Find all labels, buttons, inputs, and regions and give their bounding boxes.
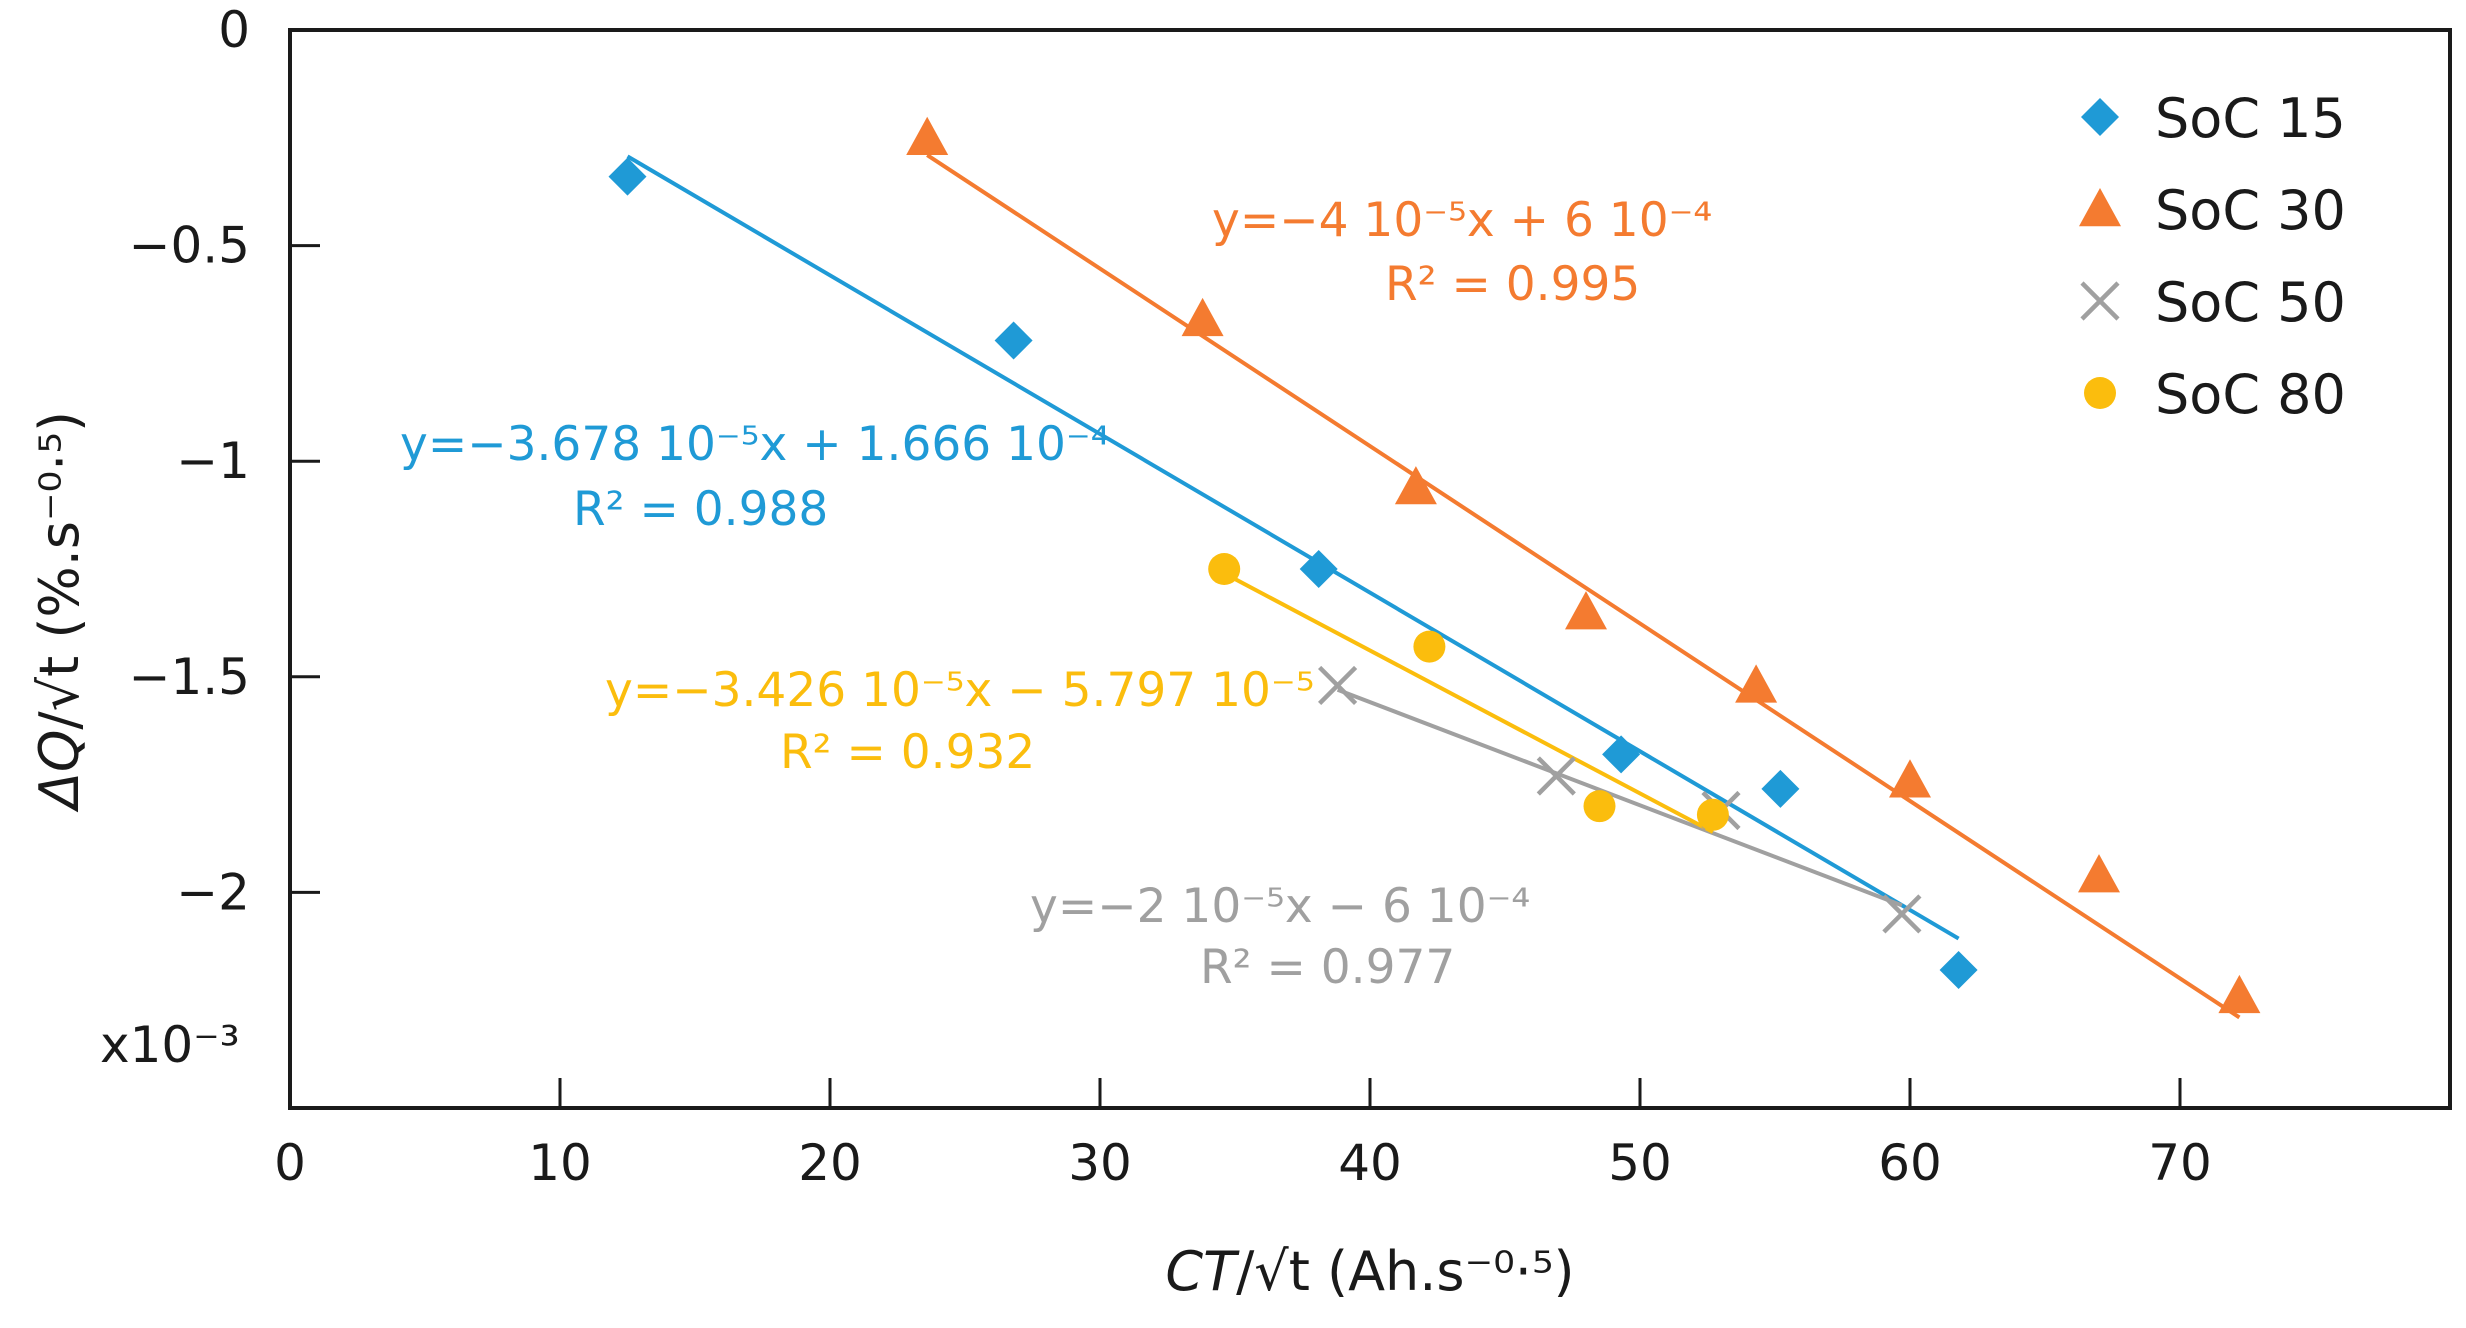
x-tick-label: 60 [1878, 1134, 1942, 1192]
r2-soc-80-text: R² = 0.932 [780, 725, 1035, 780]
x-tick-label: 30 [1068, 1134, 1132, 1192]
r2-soc-15-text: R² = 0.988 [573, 482, 828, 537]
fit-lines [626, 153, 2241, 1020]
fit-line-soc-30 [926, 153, 2241, 1020]
point-soc-80 [1583, 790, 1616, 823]
x-axis-title-rest: /√t (Ah.s⁻⁰·⁵) [1236, 1240, 1575, 1303]
equation-soc-30: y=−4 10⁻⁵x + 6 10⁻⁴ R² = 0.995 [1212, 193, 1712, 312]
y-axis-ticks: 0 −0.5 −1 −1.5 −2 [129, 1, 320, 921]
y-multiplier-label: x10⁻³ [100, 1016, 240, 1074]
r2-soc-30-text: R² = 0.995 [1385, 257, 1640, 312]
point-soc-30 [2218, 974, 2261, 1014]
x-tick-label: 20 [798, 1134, 862, 1192]
equation-soc-15: y=−3.678 10⁻⁵x + 1.666 10⁻⁴ R² = 0.988 [400, 417, 1110, 537]
point-soc-30 [2078, 854, 2120, 893]
point-soc-80 [1413, 630, 1446, 663]
x-axis-title-italic: CT [1165, 1240, 1240, 1303]
point-soc-15 [608, 157, 647, 196]
x-tick-label: 70 [2148, 1134, 2212, 1192]
data-points [608, 116, 2261, 1014]
y-tick-label: 0 [218, 1, 250, 59]
x-tick-label: 10 [528, 1134, 592, 1192]
point-soc-80 [1208, 553, 1241, 585]
point-soc-15 [994, 321, 1033, 360]
point-soc-30 [1181, 297, 1224, 337]
legend-marker-soc-80 [2084, 377, 2116, 409]
y-axis-title-rest: /√t (%.s⁻⁰·⁵) [28, 411, 91, 730]
point-soc-15 [1299, 550, 1338, 588]
point-soc-30 [1565, 591, 1607, 630]
r2-soc-50-text: R² = 0.977 [1200, 940, 1455, 995]
legend-label-soc-50: SoC 50 [2155, 271, 2346, 334]
point-soc-15 [1602, 735, 1641, 774]
x-axis-ticks: 0 10 20 30 40 50 60 70 [274, 1078, 2212, 1192]
y-axis-title-italic: ΔQ [28, 730, 91, 813]
point-soc-50 [1318, 665, 1358, 706]
legend-label-soc-30: SoC 30 [2155, 179, 2346, 242]
fit-line-soc-80 [1223, 571, 1714, 834]
point-soc-15 [1939, 951, 1978, 990]
equation-soc-80: y=−3.426 10⁻⁵x − 5.797 10⁻⁵ R² = 0.932 [605, 663, 1315, 780]
point-soc-30 [1889, 759, 1931, 798]
equation-soc-80-text: y=−3.426 10⁻⁵x − 5.797 10⁻⁵ [605, 663, 1315, 718]
y-tick-label: −1.5 [129, 648, 250, 706]
y-tick-label: −0.5 [129, 217, 250, 275]
legend-marker-soc-15 [2081, 98, 2119, 136]
legend-marker-soc-50 [2080, 281, 2120, 321]
svg-text:CT/√t (Ah.s⁻⁰·⁵): CT/√t (Ah.s⁻⁰·⁵) [1165, 1240, 1574, 1303]
legend-label-soc-15: SoC 15 [2155, 87, 2346, 150]
point-soc-50 [1536, 756, 1576, 796]
legend: SoC 15 SoC 30 SoC 50 SoC 80 [2079, 87, 2346, 426]
equation-soc-15-text: y=−3.678 10⁻⁵x + 1.666 10⁻⁴ [400, 417, 1110, 472]
point-soc-50 [1882, 894, 1922, 934]
point-soc-30 [1394, 466, 1437, 505]
svg-text:ΔQ/√t (%.s⁻⁰·⁵): ΔQ/√t (%.s⁻⁰·⁵) [28, 411, 91, 813]
y-tick-label: −2 [176, 863, 250, 921]
point-soc-30 [1735, 664, 1778, 703]
x-tick-label: 50 [1608, 1134, 1672, 1192]
y-axis-title: ΔQ/√t (%.s⁻⁰·⁵) [28, 411, 91, 813]
fit-line-soc-50 [1336, 687, 1903, 908]
x-tick-label: 40 [1338, 1134, 1402, 1192]
x-tick-label: 0 [274, 1134, 306, 1192]
equation-soc-30-text: y=−4 10⁻⁵x + 6 10⁻⁴ [1212, 193, 1712, 248]
x-axis-title: CT/√t (Ah.s⁻⁰·⁵) [1165, 1240, 1574, 1303]
equation-soc-50-text: y=−2 10⁻⁵x − 6 10⁻⁴ [1030, 879, 1530, 934]
fit-line-soc-15 [626, 154, 1960, 941]
legend-label-soc-80: SoC 80 [2155, 363, 2346, 426]
point-soc-30 [906, 116, 949, 156]
equation-soc-50: y=−2 10⁻⁵x − 6 10⁻⁴ R² = 0.977 [1030, 879, 1530, 995]
point-soc-80 [1696, 798, 1729, 831]
y-tick-label: −1 [176, 432, 250, 490]
legend-marker-soc-30 [2079, 188, 2121, 227]
point-soc-15 [1761, 769, 1800, 808]
